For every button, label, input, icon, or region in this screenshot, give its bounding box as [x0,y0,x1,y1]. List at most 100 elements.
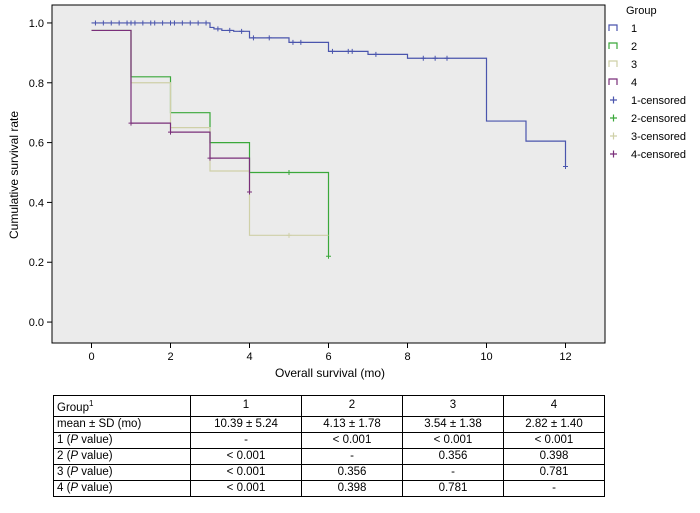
censor-mark-group-1 [187,20,193,26]
table-cell: 0.398 [301,479,403,497]
table-cell: 0.356 [402,447,504,465]
table-row: 4 (P value) < 0.001 0.398 0.781- [53,479,606,497]
row-label-part: 4 ( [57,481,71,494]
censor-mark-group-1 [290,39,296,45]
header-text: 1 [242,399,250,412]
legend-label: 2-censored [631,113,686,125]
censor-mark-group-1 [349,48,355,54]
table-cell: 4.13 ± 1.78 [301,415,403,433]
censor-mark-group-1 [432,55,438,61]
table-row: 3 (P value) < 0.001 0.356-0.781 [53,463,606,481]
censor-mark-group-1 [239,28,245,34]
y-tick-label: 0.8 [29,78,44,90]
header-text: 3 [449,399,457,412]
table-cell: - [301,447,403,465]
table-cell: - [189,431,303,449]
x-tick-label: 10 [480,351,492,363]
censor-mark-group-1 [152,20,158,26]
censor-mark-group-1 [108,20,114,26]
censor-mark-group-1 [100,20,106,26]
row-label-part: P [70,449,79,462]
legend-line-icon [608,78,618,85]
row-label-part: P [70,465,79,478]
x-tick-label: 0 [88,351,94,363]
comparison-table: Group1 1 2 3 4 mean ± SD (mo) 10.39 ± 5.24 4.13… [53,395,606,497]
survival-line-group-1 [91,22,567,167]
table-header-cell: 1 [189,395,303,417]
row-label-part: 3 ( [57,465,71,478]
censor-mark-group-1 [203,20,209,26]
censor-mark-group-1 [298,39,304,45]
censor-mark-group-1 [329,48,335,54]
table-cell: 0.398 [502,447,606,465]
censor-mark-group-2 [286,170,292,176]
x-axis-label: Overall survival (mo) [275,366,385,380]
table-row: 1 (P value) - < 0.001 < 0.001 < 0.001 [53,431,606,449]
table-row: 2 (P value) < 0.001-0.356 0.398 [53,447,606,465]
legend-line-icon [608,24,618,31]
legend-line-icon [608,60,618,67]
table-cell: 0.356 [301,463,403,481]
row-label: 1 (P value) [53,431,191,449]
censor-mark-group-4 [247,189,252,195]
table-cell: 10.39 ± 5.24 [189,415,303,433]
censor-mark-group-4 [128,120,134,126]
censor-mark-group-1 [250,35,256,41]
row-label-part: value) [78,449,113,462]
legend-title: Group [626,5,657,17]
table-header-cell: 3 [402,395,504,417]
legend-label: 1 [631,23,637,35]
censor-mark-group-1 [179,20,185,26]
legend-censor-icon [610,96,617,104]
censor-mark-group-2 [326,253,331,259]
table-header-cell: 2 [301,395,403,417]
legend-label: 4-censored [631,149,686,161]
censor-mark-group-1 [116,20,122,26]
table-cell: - [402,463,504,481]
y-tick-label: 0.2 [29,257,44,269]
x-tick-label: 8 [404,351,410,363]
legend-label: 4 [631,77,637,89]
header-text: 4 [550,399,558,412]
table-cell: < 0.001 [189,447,303,465]
row-label-part: 1 ( [57,433,71,446]
table-cell: 3.54 ± 1.38 [402,415,504,433]
table-cell: < 0.001 [402,431,504,449]
row-label-part: P [70,433,79,446]
table-header-label: Group1 [53,395,191,417]
legend-censor-icon [610,132,617,140]
legend-label: 1-censored [631,95,686,107]
x-tick-label: 12 [559,351,571,363]
censor-mark-group-1 [266,35,272,41]
y-tick-label: 0.0 [29,317,44,329]
table-cell: < 0.001 [189,479,303,497]
censor-mark-group-1 [171,20,177,26]
table-header-cell: 4 [502,395,606,417]
table-cell: 0.781 [502,463,606,481]
table-cell: < 0.001 [502,431,606,449]
censor-mark-group-4 [168,129,173,135]
table-cell: 2.82 ± 1.40 [502,415,606,433]
censor-mark-group-1 [227,27,233,33]
row-label-part: value) [78,481,113,494]
legend-line-icon [608,42,618,49]
censor-mark-group-3 [286,232,292,238]
row-label: 3 (P value) [53,463,191,481]
row-label-part: 2 ( [57,449,71,462]
censor-mark-group-1 [195,20,201,26]
censor-mark-group-1 [92,20,98,26]
row-label-part: P [70,481,79,494]
footnote-marker: 1 [88,399,94,408]
censor-mark-group-1 [160,20,166,26]
legend-label: 2 [631,41,637,53]
legend-label: 3-censored [631,131,686,143]
x-tick-label: 2 [167,351,173,363]
table-cell: 0.781 [402,479,504,497]
row-label-part: value) [78,433,113,446]
legend-censor-icon [610,150,617,158]
censor-mark-group-1 [132,20,138,26]
survival-chart: 0 2 4 6 8 10 120.00.20.40.60.81.0 Group12341-c… [7,4,686,380]
legend-label: 3 [631,59,637,71]
y-tick-label: 1.0 [29,18,44,30]
censor-mark-group-1 [373,51,379,57]
